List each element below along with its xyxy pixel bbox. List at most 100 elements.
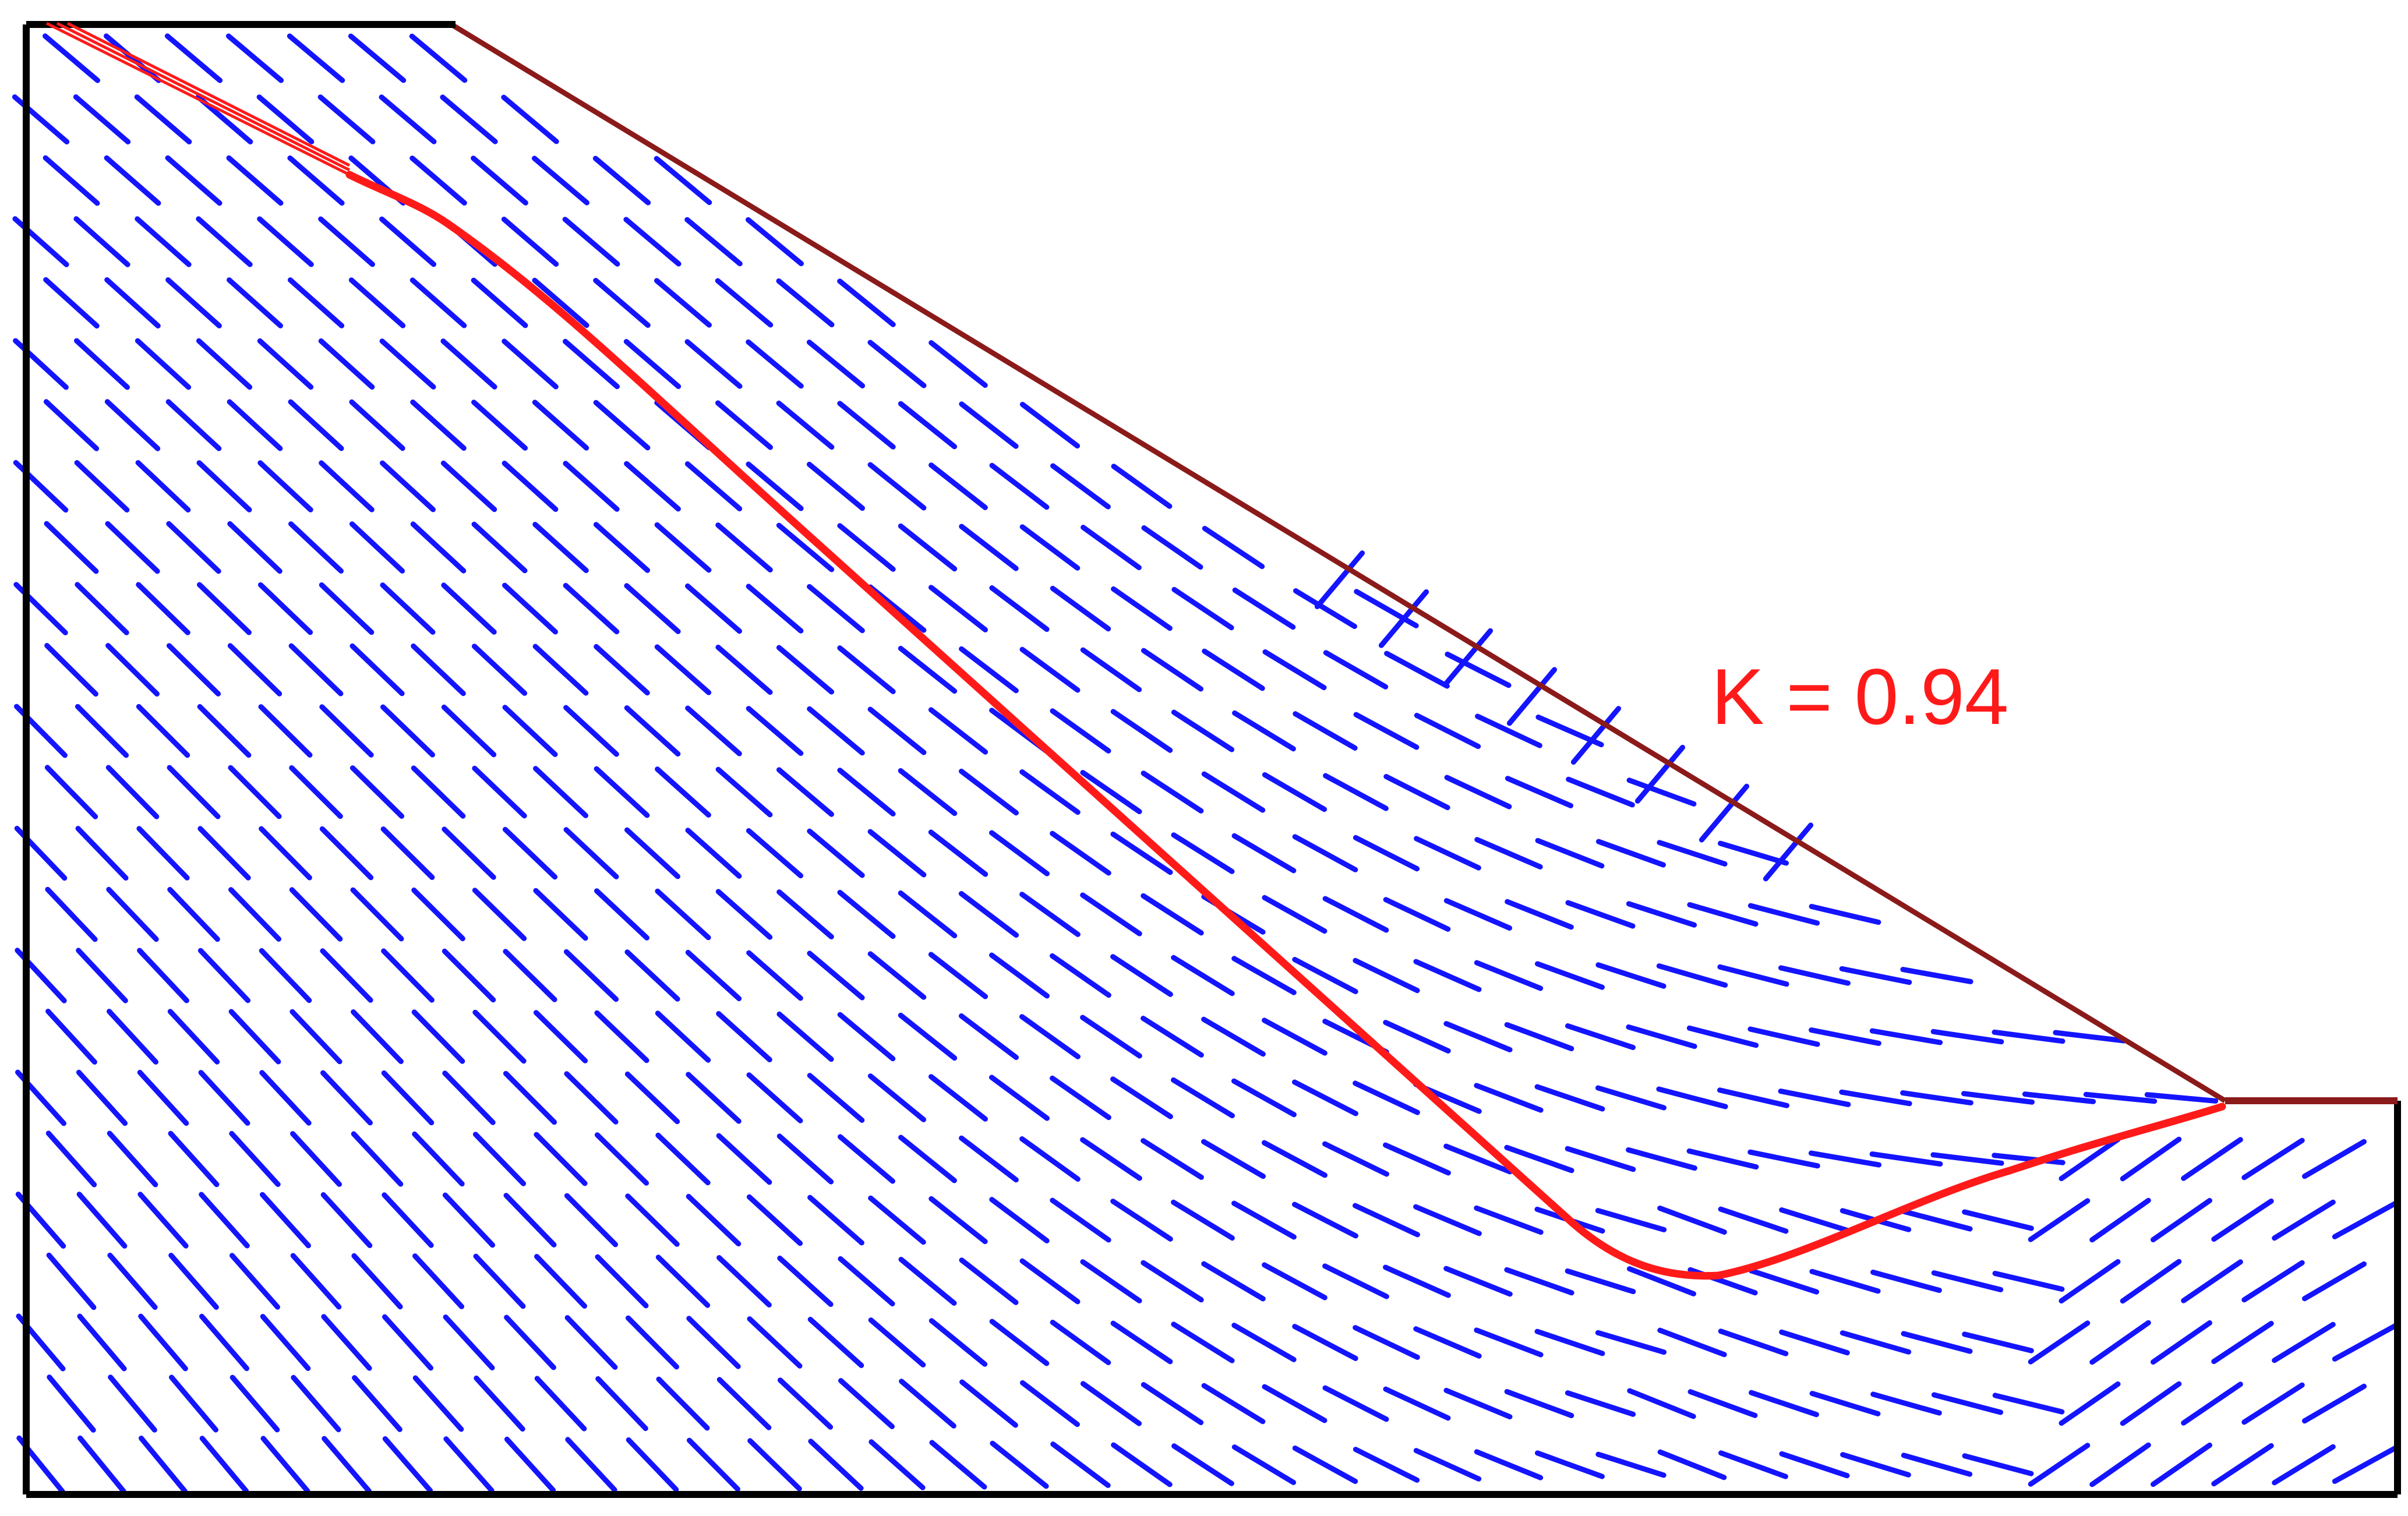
stress-tick [472, 888, 527, 941]
stress-tick [1961, 1091, 2035, 1105]
stress-tick [715, 644, 773, 695]
stress-tick [898, 645, 958, 694]
stress-tick [959, 1013, 1019, 1061]
stress-tick [1809, 904, 1881, 925]
stress-tick [1839, 1089, 1912, 1107]
stress-tick [959, 524, 1019, 571]
stress-tick [258, 704, 313, 758]
stress-tick [473, 1253, 526, 1309]
stress-tick [1809, 1391, 1881, 1416]
stress-tick [1901, 1208, 1973, 1232]
stress-tick [928, 707, 988, 755]
stress-tick [440, 338, 497, 390]
safety-factor-label: K = 0.94 [1711, 652, 2008, 741]
stress-tick [563, 705, 619, 757]
stress-tick [317, 94, 376, 144]
stress-tick [776, 522, 835, 573]
stress-tick [197, 582, 252, 635]
stress-tick [1262, 895, 1327, 934]
stress-tick [1413, 1204, 1482, 1236]
principal-stress-direction-field [12, 33, 2398, 1494]
stress-tick [441, 704, 497, 758]
stress-tick [532, 644, 589, 696]
stress-tick [2120, 1136, 2182, 1182]
stress-tick [1414, 712, 1481, 750]
stress-tick [1232, 710, 1296, 752]
stress-tick [1595, 1451, 1666, 1478]
stress-tick [2151, 1197, 2212, 1243]
stress-tick [501, 217, 559, 267]
stress-tick [1019, 1258, 1081, 1305]
stress-tick [837, 1012, 896, 1062]
stress-tick [167, 1009, 220, 1065]
stress-tick [1596, 839, 1666, 868]
stress-tick [1809, 1268, 1881, 1294]
stress-tick [502, 461, 559, 512]
stress-tick [318, 338, 375, 390]
stress-tick [1353, 835, 1420, 872]
stress-tick [533, 766, 588, 818]
stress-tick [380, 582, 436, 635]
stress-tick [1535, 837, 1605, 869]
stress-tick [1778, 1089, 1851, 1107]
stress-tick [593, 400, 651, 451]
stress-tick [2302, 1383, 2367, 1424]
stress-tick [442, 826, 496, 880]
stress-tick [1384, 651, 1450, 689]
stress-tick [958, 890, 1019, 938]
stress-tick [442, 1070, 496, 1125]
stress-tick [1747, 1149, 1820, 1169]
stress-tick [74, 460, 130, 513]
stress-tick [928, 340, 988, 388]
stress-tick [534, 1132, 588, 1186]
surface-stress-tick [1763, 822, 1814, 882]
stress-tick [503, 1193, 557, 1248]
stress-tick [348, 277, 406, 328]
stress-tick [1869, 1151, 1943, 1167]
stress-tick [1414, 836, 1481, 871]
stress-tick [1808, 1150, 1882, 1168]
stress-tick [776, 1133, 834, 1185]
stress-tick [43, 277, 100, 329]
stress-tick [1141, 1016, 1204, 1058]
stress-tick [287, 33, 345, 83]
stress-tick [594, 888, 649, 941]
stress-tick [838, 1378, 895, 1429]
stress-tick [2053, 1030, 2127, 1044]
stress-tick [1019, 1136, 1081, 1182]
stress-tick [197, 948, 251, 1003]
stress-tick [2083, 1091, 2158, 1104]
stress-tick [1626, 1147, 1697, 1171]
stress-tick [411, 1009, 465, 1064]
stress-tick [290, 1253, 342, 1310]
stress-tick [1504, 1022, 1574, 1051]
stress-tick [746, 950, 803, 1001]
stress-tick [501, 94, 559, 144]
stress-tick [443, 1314, 495, 1370]
stress-tick [1718, 1206, 1789, 1234]
stress-tick [228, 765, 282, 819]
stress-tick [1353, 712, 1420, 750]
stress-tick [776, 278, 835, 327]
stress-tick [989, 1075, 1050, 1121]
stress-tick [746, 1194, 803, 1246]
stress-tick [166, 521, 221, 574]
stress-tick [2181, 1381, 2243, 1426]
stress-tick [76, 948, 128, 1003]
stress-tick [655, 1010, 711, 1063]
surface-stress-tick [1570, 706, 1622, 765]
stress-tick [898, 1135, 957, 1183]
stress-tick [1171, 1199, 1235, 1241]
stress-tick [1931, 1392, 2004, 1415]
stress-tick [928, 462, 988, 510]
stress-tick [563, 582, 620, 635]
stress-tick [259, 1070, 312, 1126]
stress-tick [1474, 1327, 1544, 1358]
stress-tick [409, 33, 468, 83]
stress-tick [288, 643, 344, 697]
surface-stress-tick [1442, 628, 1493, 687]
stress-tick [165, 155, 223, 206]
stress-tick [534, 1254, 587, 1309]
surface-stress-tick [1506, 667, 1558, 726]
